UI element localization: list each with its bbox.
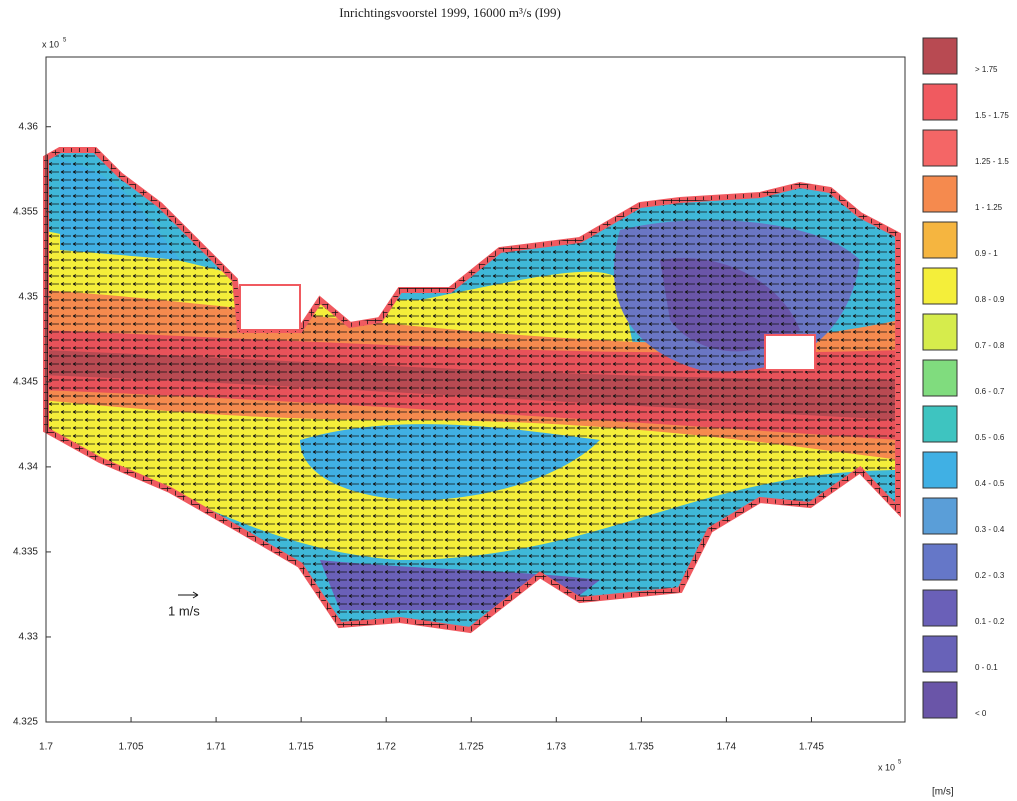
legend-unit: [m/s] [932, 787, 954, 798]
legend-swatch [922, 497, 958, 535]
legend-swatch [922, 451, 958, 489]
legend-label: 1.5 - 1.75 [975, 111, 1009, 120]
legend-swatch [922, 405, 958, 443]
dry-area [764, 334, 816, 371]
x-tick-label: 1.74 [717, 742, 737, 753]
y-tick-label: 4.335 [13, 547, 38, 558]
legend-swatch [922, 129, 958, 167]
scale-arrow [178, 591, 199, 599]
x-tick-label: 1.71 [206, 742, 226, 753]
legend-swatch [922, 681, 958, 719]
legend-swatch [922, 543, 958, 581]
legend-label: 1 - 1.25 [975, 203, 1003, 212]
legend-swatch [922, 313, 958, 351]
legend-swatch [922, 221, 958, 259]
y-tick-label: 4.35 [19, 291, 39, 302]
x-tick-label: 1.7 [39, 742, 53, 753]
y-multiplier-exponent: 5 [63, 38, 67, 44]
x-multiplier-exponent: 5 [898, 760, 902, 766]
legend-label: 0.4 - 0.5 [975, 479, 1005, 488]
y-tick-label: 4.33 [19, 632, 39, 643]
legend-label: < 0 [975, 709, 987, 718]
x-tick-label: 1.72 [376, 742, 396, 753]
x-tick-label: 1.725 [459, 742, 484, 753]
y-multiplier: x 10 [42, 39, 59, 49]
legend-swatch [922, 175, 958, 213]
y-tick-label: 4.355 [13, 206, 38, 217]
legend-swatch [922, 635, 958, 673]
x-tick-label: 1.73 [547, 742, 567, 753]
legend-swatch [922, 267, 958, 305]
x-tick-label: 1.745 [799, 742, 824, 753]
legend-label: 0.3 - 0.4 [975, 525, 1005, 534]
legend-label: 0.8 - 0.9 [975, 295, 1005, 304]
scale-label: 1 m/s [168, 603, 200, 618]
y-tick-label: 4.36 [19, 121, 39, 132]
y-tick-label: 4.34 [19, 462, 39, 473]
legend-label: > 1.75 [975, 65, 998, 74]
chart-title: Inrichtingsvoorstel 1999, 16000 m³/s (I9… [339, 5, 561, 20]
legend-swatch [922, 589, 958, 627]
y-tick-label: 4.345 [13, 376, 38, 387]
legend-swatch [922, 359, 958, 397]
y-tick-label: 4.325 [13, 717, 38, 728]
legend-label: 0.5 - 0.6 [975, 433, 1005, 442]
legend-label: 1.25 - 1.5 [975, 157, 1009, 166]
legend-label: 0.6 - 0.7 [975, 387, 1005, 396]
x-tick-label: 1.735 [629, 742, 654, 753]
legend-label: 0 - 0.1 [975, 663, 998, 672]
legend-swatch [922, 37, 958, 75]
dry-area [239, 284, 301, 331]
legend-label: 0.9 - 1 [975, 249, 998, 258]
legend-label: 0.1 - 0.2 [975, 617, 1005, 626]
x-tick-label: 1.705 [119, 742, 144, 753]
plot-frame [45, 56, 906, 723]
x-multiplier: x 10 [878, 762, 895, 772]
x-tick-label: 1.715 [289, 742, 314, 753]
legend-label: 0.7 - 0.8 [975, 341, 1005, 350]
legend-swatch [922, 83, 958, 121]
legend-label: 0.2 - 0.3 [975, 571, 1005, 580]
